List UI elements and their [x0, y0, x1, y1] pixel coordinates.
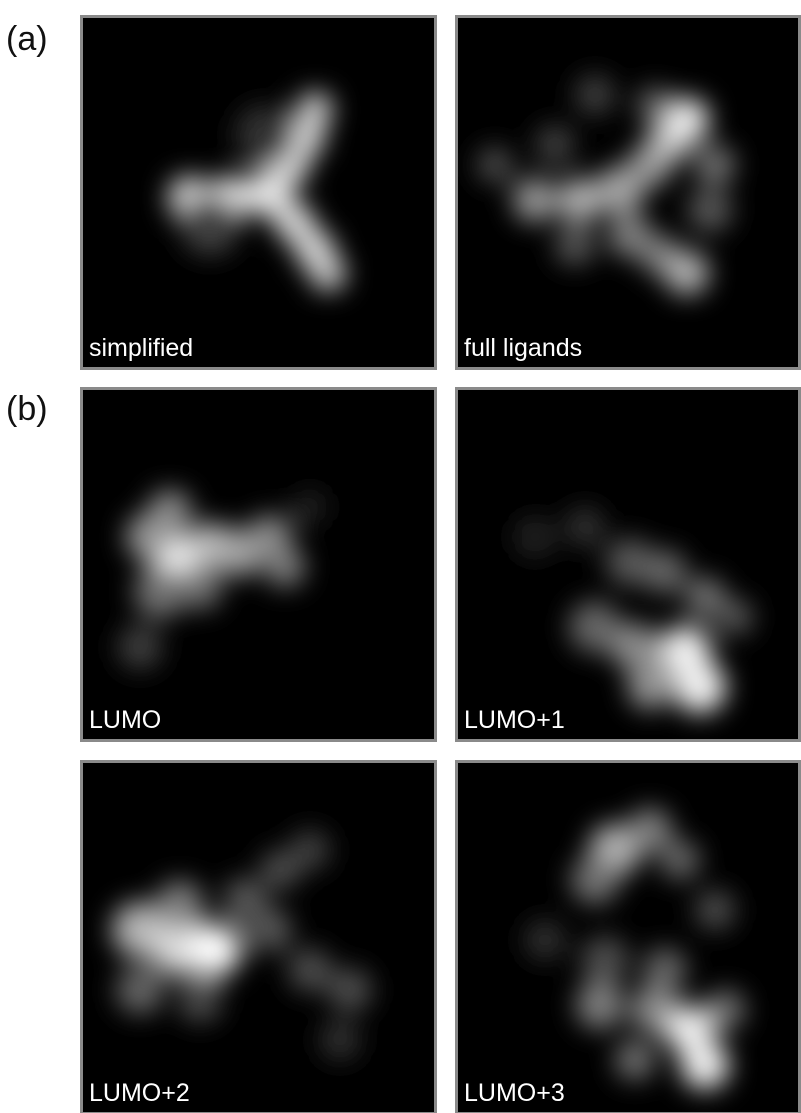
part-label: (a) [6, 20, 48, 58]
blob [288, 948, 332, 992]
blob [717, 599, 753, 635]
blob [297, 92, 333, 128]
panel-label: LUMO+2 [89, 1079, 190, 1107]
blob [178, 978, 222, 1022]
figure: (a) (b) simplified full ligands LUMO LUMO+1… [0, 0, 801, 1113]
panel-label: simplified [89, 334, 193, 362]
blob [695, 145, 735, 185]
blob [628, 665, 672, 709]
blob [248, 908, 292, 952]
panel: simplified [80, 15, 437, 370]
blob [148, 490, 192, 534]
blob [628, 808, 672, 852]
blob [535, 125, 575, 165]
blob [705, 990, 745, 1030]
blob [575, 75, 615, 115]
panel-label: LUMO [89, 706, 161, 734]
panel-label: LUMO+3 [464, 1079, 565, 1107]
blob [515, 517, 555, 557]
blob [558, 178, 602, 222]
blob [189, 924, 241, 976]
panel: LUMO+1 [455, 387, 801, 742]
panel-label: full ligands [464, 334, 582, 362]
blob [565, 507, 605, 547]
blob [665, 251, 709, 295]
part-label: (b) [6, 390, 48, 428]
blob [525, 920, 565, 960]
blob [328, 968, 372, 1012]
panel: LUMO+3 [455, 760, 801, 1113]
blob [660, 840, 700, 880]
blob [156, 881, 204, 929]
blob [611, 623, 659, 671]
panel: full ligands [455, 15, 801, 370]
blob [637, 87, 673, 123]
blob [294, 491, 326, 523]
blob [235, 105, 295, 165]
blob [178, 565, 222, 609]
page: (a) (b) simplified full ligands LUMO LUMO+1… [0, 0, 801, 1113]
blob [290, 830, 330, 870]
blob [571, 856, 619, 904]
blob [643, 550, 687, 594]
blob [576, 981, 624, 1029]
blob [320, 1020, 360, 1060]
blob [681, 1041, 729, 1089]
blob [581, 936, 629, 984]
blob [310, 255, 346, 291]
panel-label: LUMO+1 [464, 706, 565, 734]
blob [477, 147, 513, 183]
panel: LUMO [80, 387, 437, 742]
blob [265, 547, 305, 587]
blob [695, 890, 735, 930]
blob [555, 225, 595, 265]
blob [513, 178, 557, 222]
blob [688, 188, 732, 232]
blob [134, 566, 186, 618]
blob [674, 661, 726, 713]
blob [615, 1040, 655, 1080]
blob [116, 966, 164, 1014]
blob [643, 948, 687, 992]
blob [180, 195, 240, 255]
panel: LUMO+2 [80, 760, 437, 1113]
blob [118, 625, 162, 669]
